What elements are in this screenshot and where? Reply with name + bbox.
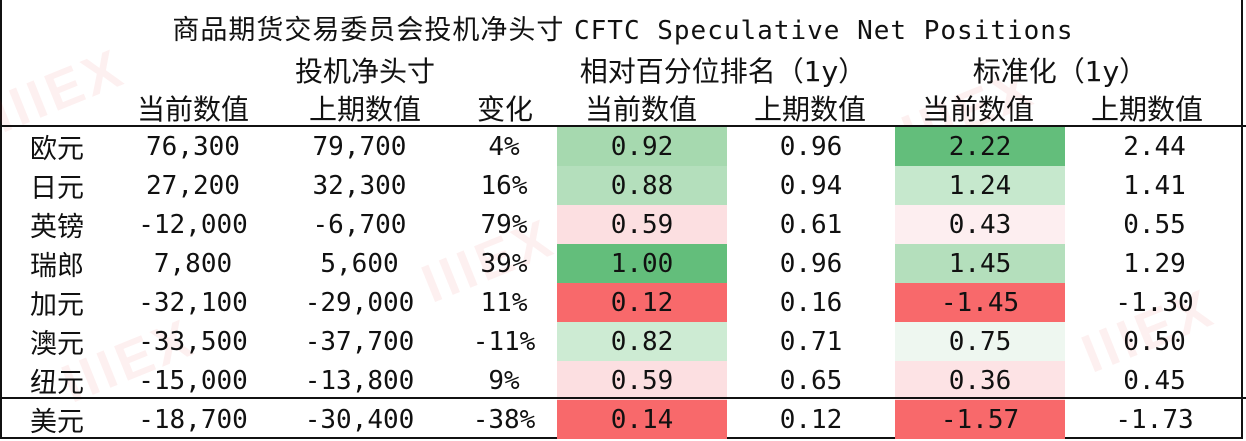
cell-chg: 11% (480, 287, 528, 318)
group-header-std: 标准化（1y） (972, 55, 1148, 88)
currency-name: 加元 (30, 290, 84, 321)
cell-rank-cur: 0.88 (557, 166, 727, 205)
table-row: 欧元 76,300 79,700 4% 0.92 0.96 2.22 2.44 (0, 127, 1244, 166)
cell-std-cur: -1.57 (895, 400, 1065, 439)
cell-rank-prev: 0.61 (779, 209, 843, 240)
cell-rank-prev: 0.96 (779, 131, 843, 162)
col-header: 上期数值 (308, 93, 421, 126)
cell-prev: -30,400 (304, 404, 415, 435)
col-header: 上期数值 (753, 93, 866, 126)
cell-rank-prev: 0.65 (779, 365, 843, 396)
cell-std-cur: -1.45 (895, 283, 1065, 322)
cell-cur: 76,300 (146, 131, 240, 162)
currency-name: 英镑 (30, 212, 84, 243)
cell-std-cur: 0.36 (895, 361, 1065, 400)
cell-rank-cur: 0.59 (557, 205, 727, 244)
cell-rank-cur: 1.00 (557, 244, 727, 283)
cell-std-prev: -1.73 (1115, 404, 1194, 435)
cell-std-cur: 0.43 (895, 205, 1065, 244)
cell-std-cur: 0.75 (895, 322, 1065, 361)
positions-table: 欧元 76,300 79,700 4% 0.92 0.96 2.22 2.44 日元 27,200… (0, 127, 1244, 439)
cell-prev: 32,300 (312, 170, 407, 201)
cell-std-prev: 0.45 (1123, 365, 1186, 396)
table-row: 日元 27,200 32,300 16% 0.88 0.94 1.24 1.41 (0, 166, 1244, 205)
cell-prev: -13,800 (304, 365, 415, 396)
cell-prev: 79,700 (312, 131, 407, 162)
currency-name: 澳元 (30, 329, 84, 360)
cell-prev: -6,700 (312, 209, 407, 240)
currency-name: 美元 (30, 407, 84, 438)
cell-prev: -29,000 (304, 287, 415, 318)
cell-rank-prev: 0.94 (779, 170, 843, 201)
header-divider (0, 125, 1246, 127)
table-row: 澳元 -33,500 -37,700 -11% 0.82 0.71 0.75 0.50 (0, 322, 1244, 361)
cell-chg: 9% (488, 365, 520, 396)
cell-cur: -15,000 (138, 365, 248, 396)
title-en: CFTC Speculative Net Positions (573, 16, 1074, 46)
col-header: 当前数值 (921, 93, 1034, 126)
table-row: 瑞郎 7,800 5,600 39% 1.00 0.96 1.45 1.29 (0, 244, 1244, 283)
cell-chg: 16% (480, 170, 528, 201)
table-row: 美元 -18,700 -30,400 -38% 0.14 0.12 -1.57 -1.73 (0, 400, 1244, 439)
col-header: 上期数值 (1090, 93, 1203, 126)
cell-prev: 5,600 (320, 248, 399, 279)
table-row: 英镑 -12,000 -6,700 79% 0.59 0.61 0.43 0.55 (0, 205, 1244, 244)
cell-rank-cur: 0.14 (557, 400, 727, 439)
cell-std-cur: 1.45 (895, 244, 1065, 283)
cell-rank-cur: 0.82 (557, 322, 727, 361)
cell-chg: 4% (488, 131, 520, 162)
cell-std-prev: -1.30 (1115, 287, 1194, 318)
cell-rank-prev: 0.71 (779, 326, 843, 357)
title-cn: 商品期货交易委员会投机净头寸 (172, 15, 565, 46)
cell-rank-cur: 0.92 (557, 127, 727, 166)
table-row: 加元 -32,100 -29,000 11% 0.12 0.16 -1.45 -1.30 (0, 283, 1244, 322)
col-header: 变化 (476, 93, 533, 126)
cell-cur: 7,800 (153, 248, 233, 279)
cell-rank-cur: 0.12 (557, 283, 727, 322)
cell-chg: 39% (480, 248, 528, 279)
currency-name: 欧元 (30, 134, 84, 165)
cell-cur: -33,500 (138, 326, 248, 357)
cell-cur: -32,100 (138, 287, 248, 318)
cell-cur: -18,700 (138, 404, 248, 435)
usd-divider (0, 397, 1246, 399)
cell-chg: -11% (472, 326, 536, 357)
cell-rank-prev: 0.12 (779, 404, 843, 435)
cell-std-prev: 0.55 (1123, 209, 1186, 240)
cell-std-cur: 2.22 (895, 127, 1065, 166)
cell-cur: 27,200 (146, 170, 240, 201)
currency-name: 日元 (30, 173, 84, 204)
currency-name: 纽元 (30, 368, 84, 399)
cell-prev: -37,700 (304, 326, 415, 357)
group-header-net: 投机净头寸 (294, 55, 435, 88)
cell-rank-prev: 0.16 (779, 287, 843, 318)
cell-std-prev: 0.50 (1123, 326, 1186, 357)
cell-chg: -38% (472, 404, 536, 435)
currency-name: 瑞郎 (30, 251, 84, 282)
cell-cur: -12,000 (138, 209, 248, 240)
col-header: 当前数值 (584, 93, 697, 126)
group-header-rank: 相对百分位排名（1y） (579, 55, 867, 88)
cell-rank-cur: 0.59 (557, 361, 727, 400)
col-header: 当前数值 (136, 93, 249, 126)
cell-std-prev: 2.44 (1123, 131, 1186, 162)
cell-std-prev: 1.29 (1123, 248, 1186, 279)
cell-std-prev: 1.41 (1123, 170, 1186, 201)
cell-rank-prev: 0.96 (779, 248, 843, 279)
table-row: 纽元 -15,000 -13,800 9% 0.59 0.65 0.36 0.45 (0, 361, 1244, 400)
cell-chg: 79% (480, 209, 528, 240)
table-title: 商品期货交易委员会投机净头寸 CFTC Speculative Net Posi… (0, 8, 1246, 47)
cell-std-cur: 1.24 (895, 166, 1065, 205)
